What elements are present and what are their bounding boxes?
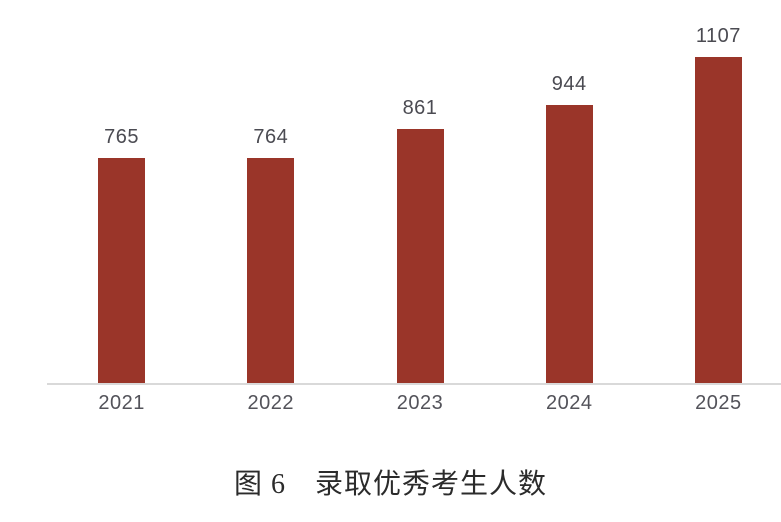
bar-column: 1107 — [644, 25, 781, 383]
bar — [247, 158, 295, 383]
bar-value-label: 1107 — [695, 25, 741, 47]
bar-value-label: 861 — [402, 97, 438, 119]
bar-column: 861 — [345, 97, 494, 383]
bar-value-label: 764 — [253, 126, 289, 148]
plot-area: 765 764 861 944 1107 — [47, 0, 781, 383]
x-tick-label: 2025 — [695, 392, 742, 414]
bar — [694, 57, 742, 383]
bar — [98, 158, 146, 383]
x-tick-label: 2021 — [98, 392, 145, 414]
x-axis-line — [47, 383, 781, 385]
bar — [545, 105, 593, 383]
bar-column: 764 — [196, 126, 345, 383]
x-tick-label: 2022 — [247, 392, 295, 414]
bar-value-label: 765 — [104, 126, 140, 148]
bar-column: 944 — [495, 73, 644, 383]
bar-column: 765 — [47, 126, 196, 383]
bar — [396, 129, 444, 383]
bar-value-label: 944 — [551, 73, 587, 95]
x-tick-label: 2024 — [545, 392, 593, 414]
chart-title: 图 6 录取优秀考生人数 — [233, 469, 547, 500]
x-axis-labels: 2021 2022 2023 2024 2025 — [47, 392, 781, 415]
x-tick-label: 2023 — [396, 392, 444, 414]
